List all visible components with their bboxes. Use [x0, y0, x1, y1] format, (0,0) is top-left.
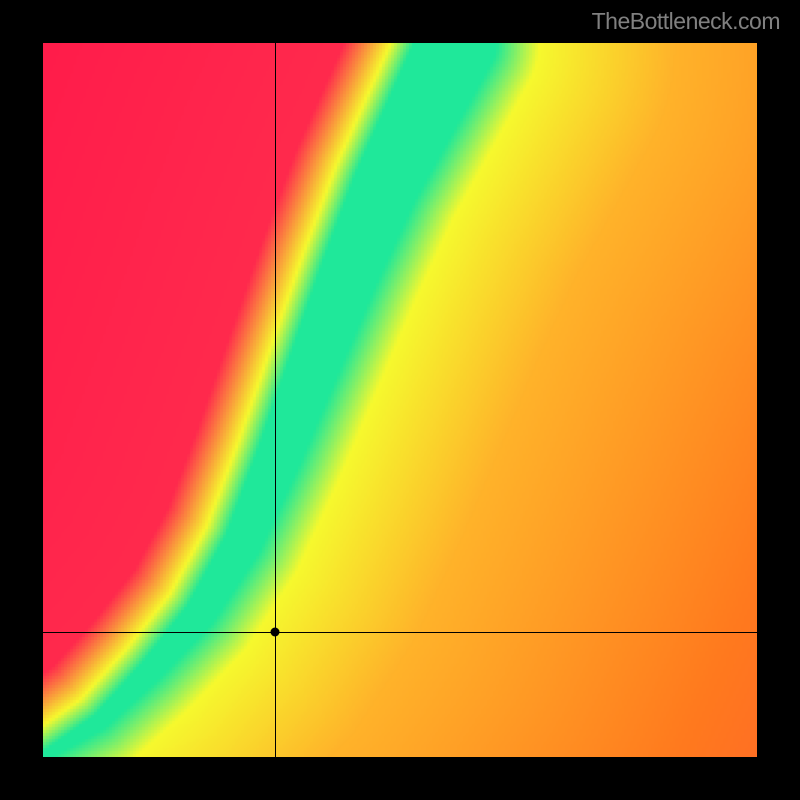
heatmap-canvas — [43, 43, 757, 757]
crosshair-horizontal — [43, 632, 757, 633]
crosshair-vertical — [275, 43, 276, 757]
chart-container: TheBottleneck.com — [0, 0, 800, 800]
marker-dot — [271, 628, 280, 637]
plot-frame — [0, 0, 800, 800]
source-watermark: TheBottleneck.com — [592, 8, 780, 35]
heatmap-region — [43, 43, 757, 757]
